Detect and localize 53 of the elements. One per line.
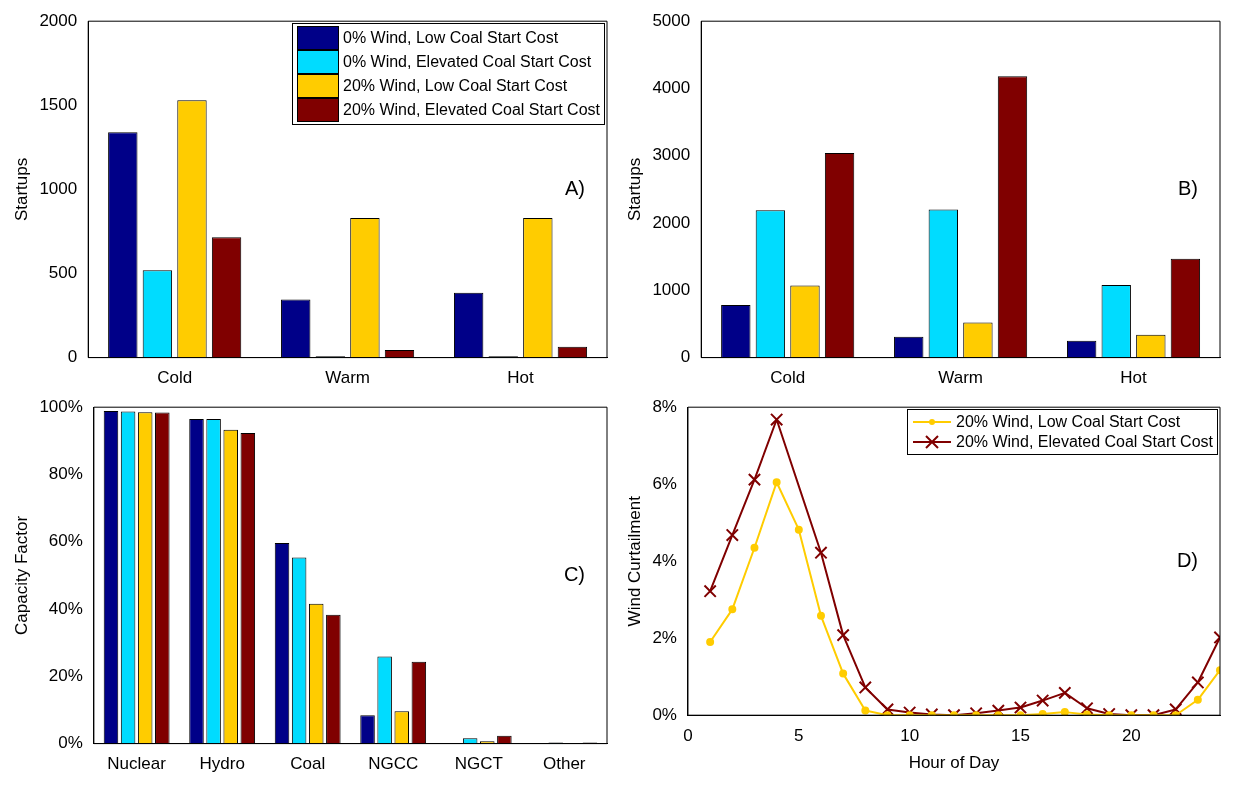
x-tick-label: Nuclear — [107, 754, 167, 774]
x-tick-label: NGCC — [368, 754, 419, 774]
y-tick-label: 1000 — [652, 280, 691, 300]
y-tick-label: 40% — [48, 598, 83, 618]
y-tick-label: 60% — [48, 531, 83, 551]
y-axis-title: Capacity Factor — [11, 515, 31, 635]
y-tick-label: 500 — [48, 263, 78, 283]
y-tick-label: 2000 — [652, 212, 691, 232]
y-tick-label: 20% — [48, 666, 83, 686]
y-tick-label: 0 — [680, 347, 691, 367]
x-tick-label: Warm — [938, 368, 983, 388]
y-tick-label: 0% — [58, 733, 83, 753]
annotation: A) — [565, 176, 585, 199]
legend-label: 0% Wind, Elevated Coal Start Cost — [342, 52, 592, 73]
legend-label: 20% Wind, Elevated Coal Start Cost — [342, 100, 600, 121]
y-tick-label: 6% — [652, 473, 677, 493]
legend-label: 20% Wind, Low Coal Start Cost — [342, 76, 568, 97]
y-tick-label: 3000 — [652, 145, 691, 165]
x-tick-label: 20 — [1121, 726, 1141, 746]
x-tick-label: 5 — [794, 726, 804, 746]
y-tick-label: 8% — [652, 396, 677, 416]
legend-label: 20% Wind, Elevated Coal Start Cost — [955, 432, 1213, 453]
y-axis-title: Startups — [624, 157, 644, 222]
y-tick-label: 0% — [652, 704, 677, 724]
annotation: D) — [1176, 548, 1198, 571]
legend-label: 0% Wind, Low Coal Start Cost — [342, 28, 559, 49]
y-tick-label: 0 — [67, 347, 78, 367]
annotation: B) — [1178, 176, 1198, 199]
x-tick-label: Warm — [325, 368, 370, 388]
x-tick-label: NGCT — [454, 754, 503, 774]
x-tick-label: Hot — [1120, 368, 1148, 388]
legend-label: 20% Wind, Low Coal Start Cost — [955, 412, 1181, 433]
y-tick-label: 100% — [39, 396, 83, 416]
y-tick-label: 5000 — [652, 10, 691, 30]
y-tick-label: 4000 — [652, 78, 691, 98]
x-tick-label: Coal — [290, 754, 326, 774]
x-tick-label: Cold — [157, 368, 193, 388]
x-tick-label: Hot — [507, 368, 535, 388]
x-axis-title: Hour of Day — [908, 753, 1000, 773]
y-axis-title: Wind Curtailment — [624, 495, 644, 627]
x-tick-label: Other — [542, 754, 586, 774]
x-tick-label: 15 — [1011, 726, 1030, 746]
y-tick-label: 4% — [652, 550, 677, 570]
y-tick-label: 80% — [48, 464, 83, 484]
y-axis-title: Startups — [11, 157, 31, 222]
y-tick-label: 2% — [652, 627, 677, 647]
x-tick-label: Cold — [770, 368, 806, 388]
y-tick-label: 2000 — [39, 10, 78, 30]
y-tick-label: 1500 — [39, 94, 78, 114]
y-tick-label: 1000 — [39, 179, 78, 199]
x-tick-label: Hydro — [199, 754, 245, 774]
annotation: C) — [563, 562, 585, 585]
x-tick-label: 10 — [900, 726, 920, 746]
